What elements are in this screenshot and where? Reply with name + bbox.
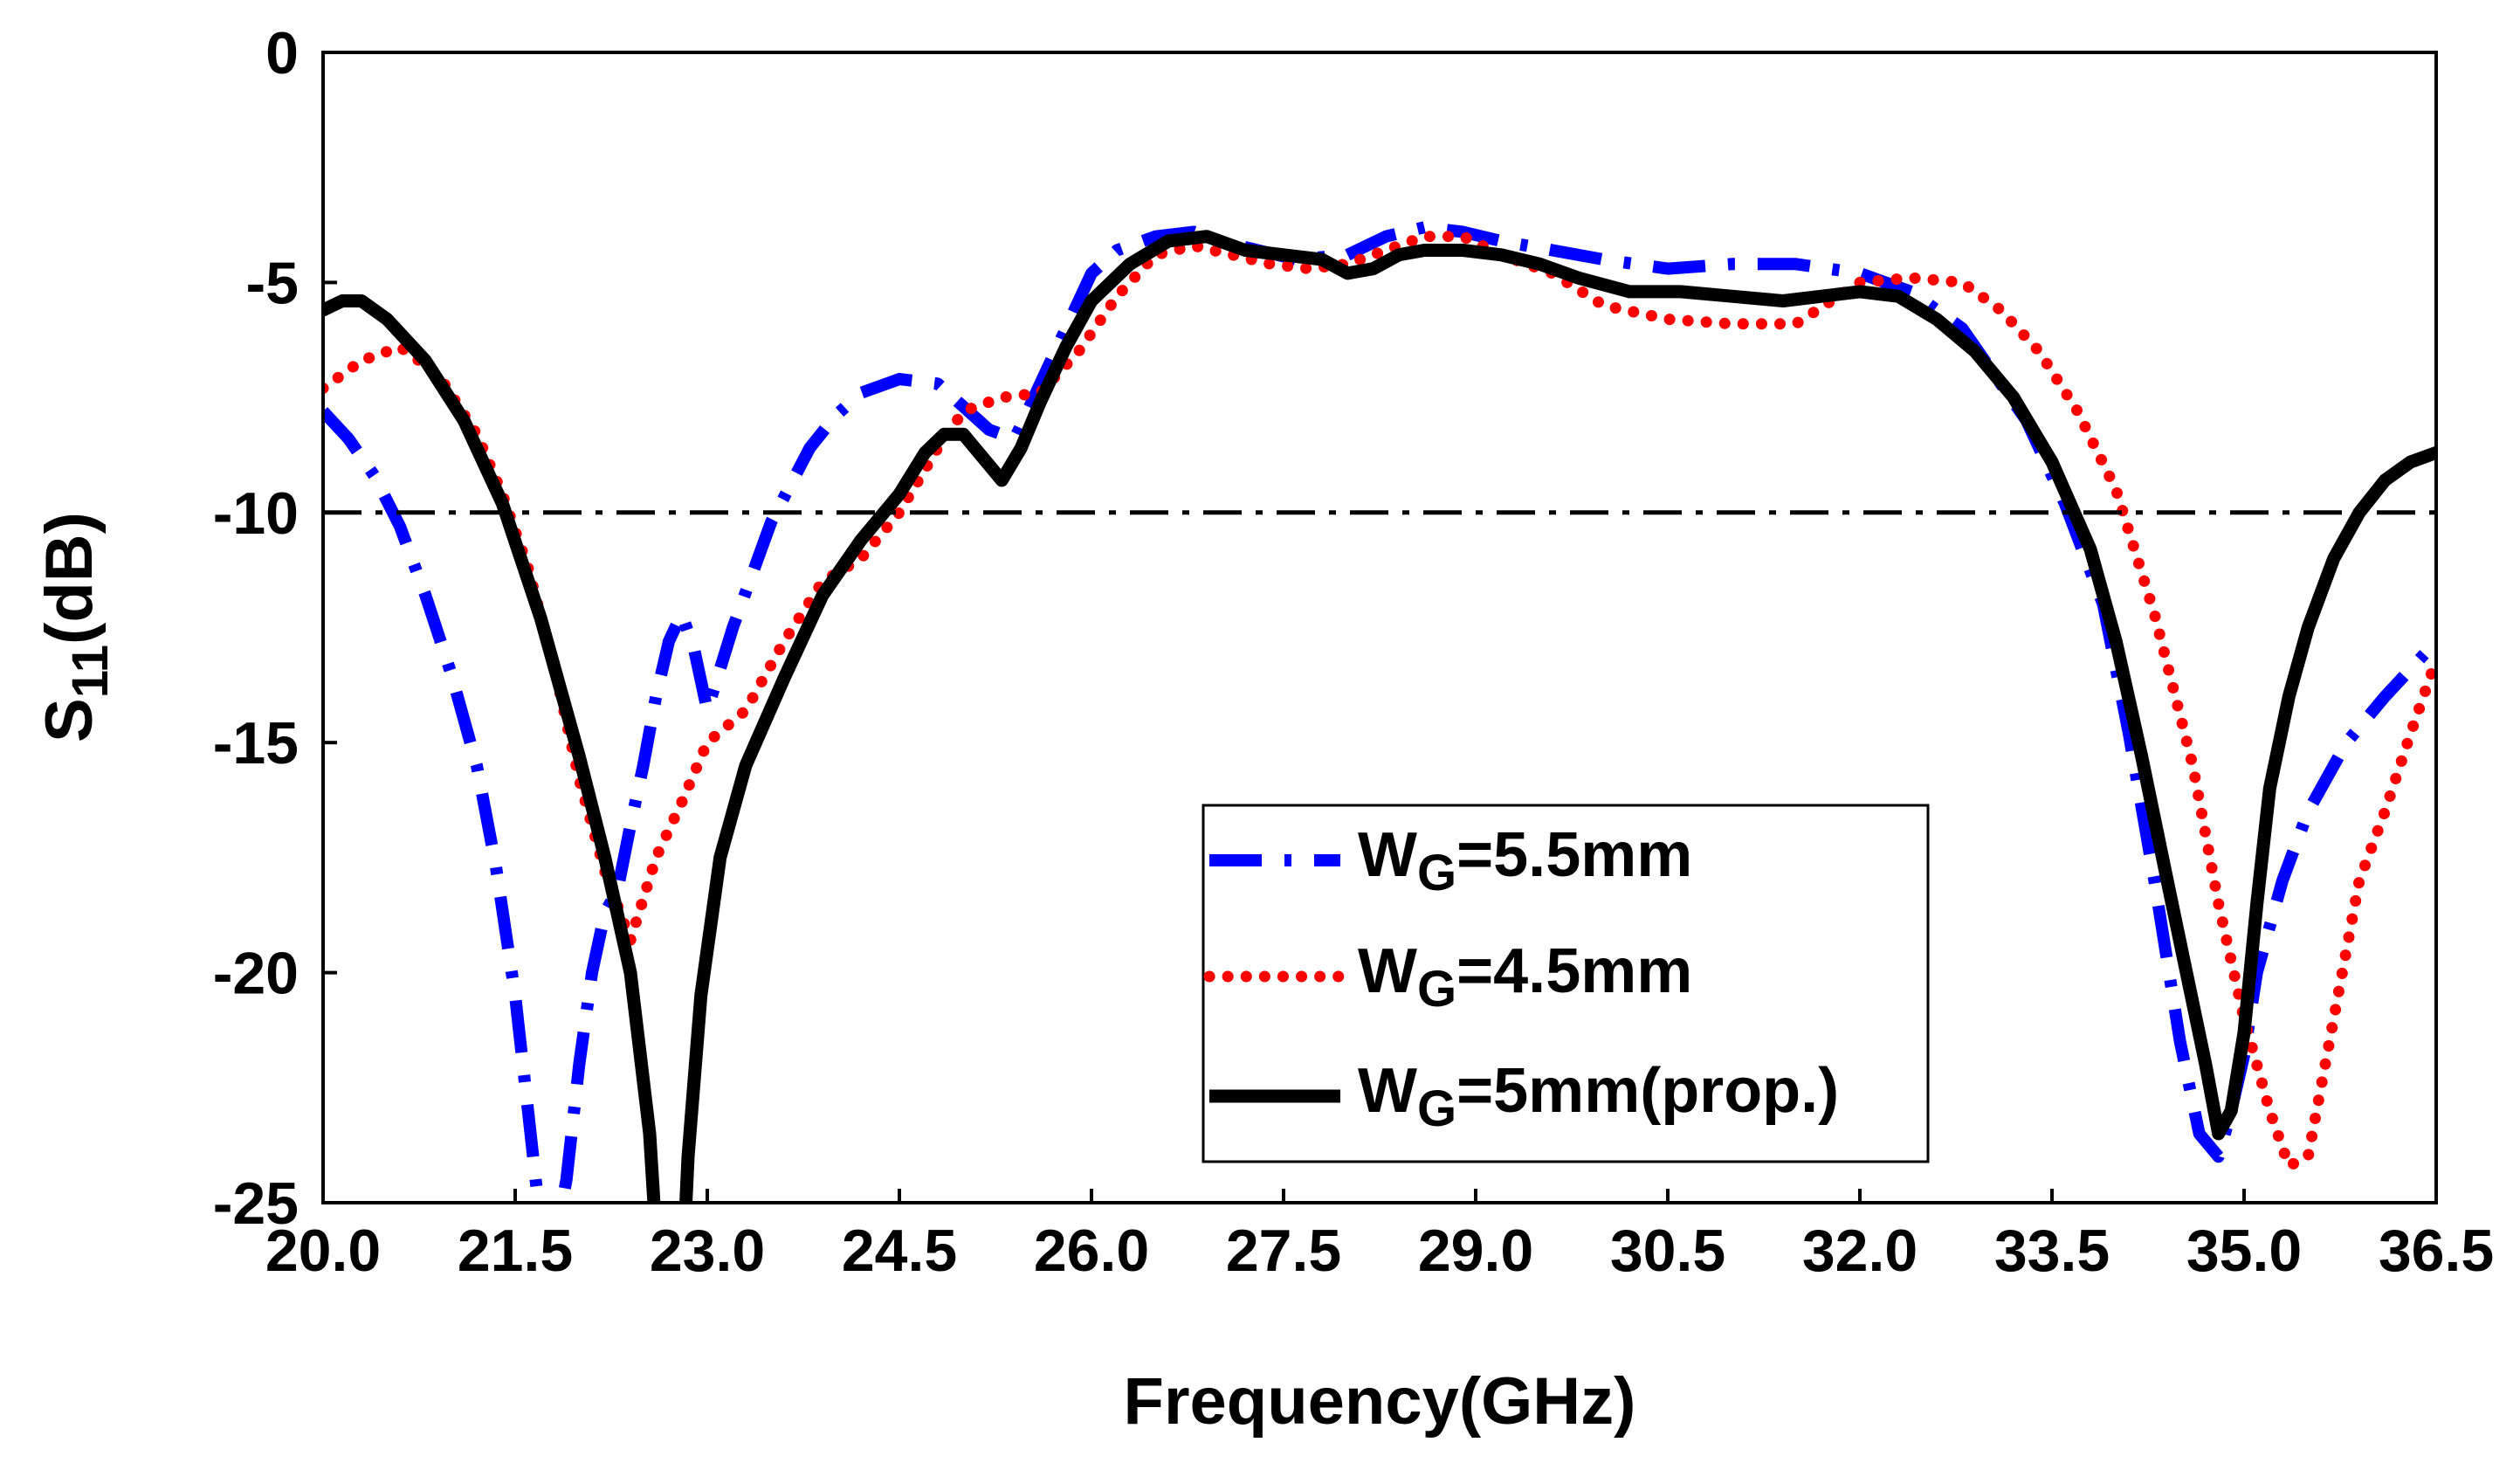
x-tick-label: 23.0	[650, 1218, 765, 1284]
x-tick-label: 20.0	[265, 1218, 381, 1284]
y-axis-ticks: 0 -5 -10 -15 -20 -25	[213, 20, 337, 1237]
y-tick-label: -5	[246, 250, 299, 316]
legend-label-wg-5-5-base: W	[1358, 820, 1417, 890]
x-axis-ticks: 20.0 21.5 23.0 24.5 26.0 27.5 29.0 30.5 32.0 33.5…	[265, 1189, 2494, 1284]
x-tick-label: 24.5	[842, 1218, 957, 1284]
legend-label-wg-4-5: WG=4.5mm	[1358, 936, 1692, 1018]
x-tick-label: 30.5	[1610, 1218, 1725, 1284]
plot-frame	[321, 51, 2438, 1204]
y-tick-label: -25	[213, 1170, 299, 1237]
legend: WG=5.5mm WG=4.5mm WG=5mm(prop.)	[1201, 804, 1930, 1163]
series-line-wg-5mm-prop-	[323, 230, 2436, 1203]
legend-label-wg-4-5-base: W	[1358, 936, 1417, 1006]
x-tick-label: 21.5	[458, 1218, 573, 1284]
x-tick-label: 36.5	[2379, 1218, 2494, 1284]
y-tick-label: -15	[213, 710, 299, 776]
x-tick-label: 32.0	[1802, 1218, 1918, 1284]
series-layer	[323, 221, 2436, 1203]
x-tick-label: 26.0	[1034, 1218, 1149, 1284]
legend-label-wg-4-5-rest: =4.5mm	[1456, 936, 1692, 1006]
series-line-wg-4-5mm	[323, 231, 2436, 1172]
legend-label-wg-5-5-sub: G	[1417, 845, 1456, 901]
y-axis-title-base: S	[32, 698, 107, 742]
x-tick-label: 33.5	[1994, 1218, 2110, 1284]
legend-label-wg-5-prop-sub: G	[1417, 1080, 1456, 1137]
legend-label-wg-5-5-rest: =5.5mm	[1456, 820, 1692, 890]
y-axis-title: S11(dB)	[32, 512, 119, 742]
legend-label-wg-5-prop-base: W	[1358, 1056, 1417, 1126]
x-tick-label: 27.5	[1226, 1218, 1341, 1284]
series-line-wg-5-5mm	[323, 221, 2436, 1203]
y-tick-label: -10	[213, 480, 299, 547]
y-tick-label: 0	[265, 20, 299, 86]
y-axis-title-unit: (dB)	[32, 512, 107, 645]
legend-label-wg-5-prop-rest: =5mm(prop.)	[1456, 1056, 1839, 1126]
y-axis-title-subscript: 11	[62, 645, 119, 698]
y-tick-label: -20	[213, 941, 299, 1007]
x-tick-label: 35.0	[2186, 1218, 2302, 1284]
legend-label-wg-5-5: WG=5.5mm	[1358, 820, 1692, 901]
legend-label-wg-5-prop: WG=5mm(prop.)	[1358, 1056, 1839, 1137]
x-tick-label: 29.0	[1418, 1218, 1533, 1284]
legend-label-wg-4-5-sub: G	[1417, 961, 1456, 1018]
x-axis-title: Frequency(GHz)	[1124, 1364, 1636, 1439]
